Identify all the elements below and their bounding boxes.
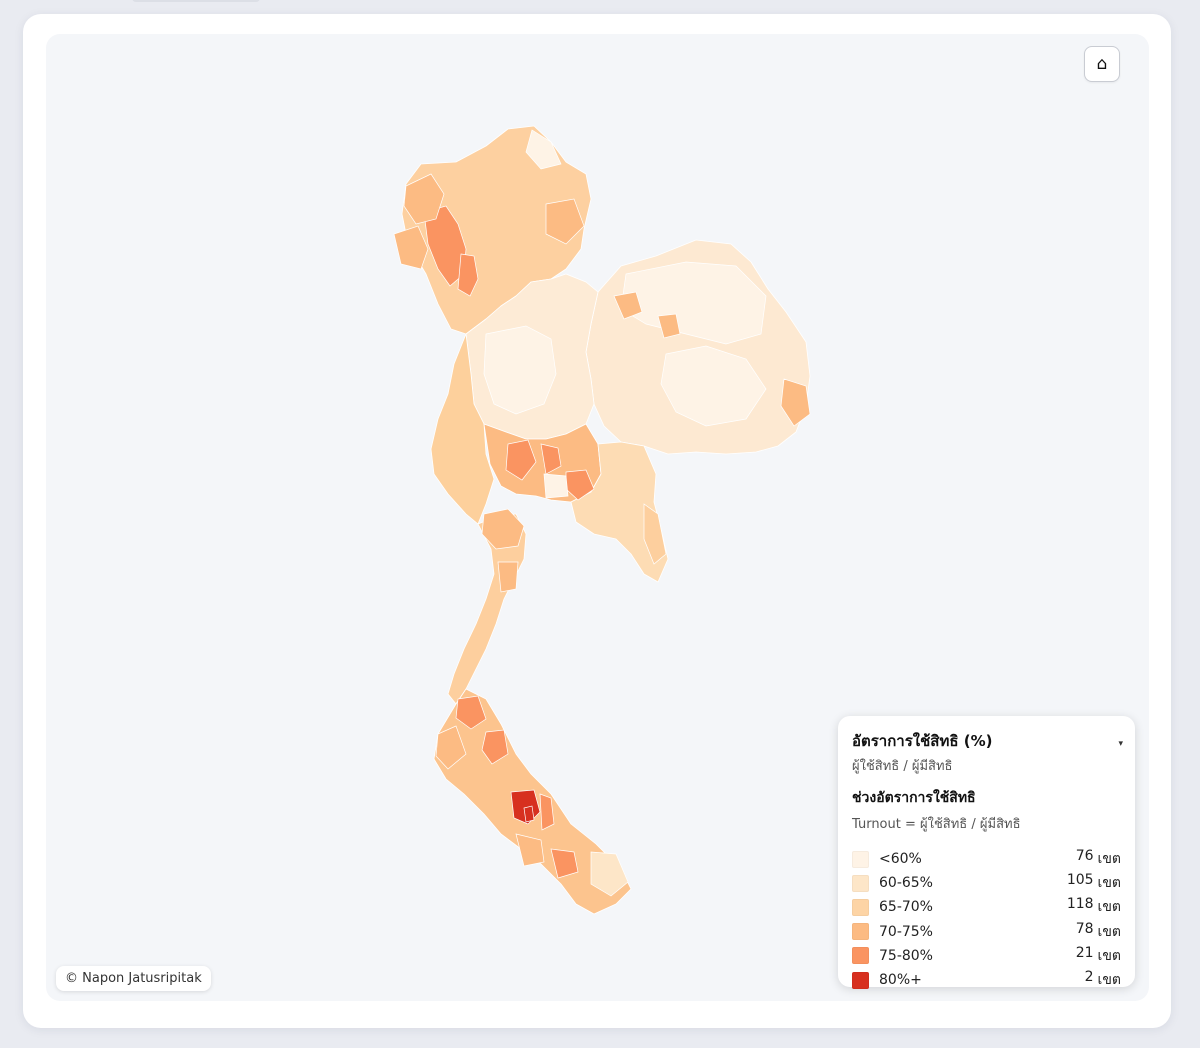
constituency-patch[interactable] bbox=[481, 729, 509, 765]
collapse-toggle-icon[interactable]: ▾ bbox=[1118, 739, 1123, 749]
legend-section-title: ช่วงอัตราการใช้สิทธิ bbox=[852, 790, 976, 806]
constituency-patch[interactable] bbox=[505, 439, 537, 481]
constituency-patch[interactable] bbox=[550, 848, 579, 879]
constituency-patch[interactable] bbox=[657, 313, 681, 339]
legend-row: 75-80% 21 เขต bbox=[852, 944, 1121, 968]
constituency-patch[interactable] bbox=[515, 833, 545, 867]
legend-swatch bbox=[852, 898, 869, 916]
top-tab-indicator bbox=[132, 0, 260, 2]
map-card: ⌂ © Napon Jatusripitak bbox=[23, 14, 1171, 1028]
legend-unit: เขต bbox=[1097, 851, 1121, 868]
turnout-legend: อัตราการใช้สิทธิ (%) ผู้ใช้สิทธิ / ผู้มี… bbox=[838, 716, 1135, 989]
constituency-patch[interactable] bbox=[481, 508, 525, 550]
legend-title: อัตราการใช้สิทธิ (%) bbox=[852, 732, 993, 750]
legend-bin-label: 65-70% bbox=[879, 899, 933, 916]
constituency-patch[interactable] bbox=[539, 793, 555, 831]
legend-unit: เขต bbox=[1097, 875, 1121, 892]
constituency-patch[interactable] bbox=[393, 225, 429, 270]
legend-bin-label: 75-80% bbox=[879, 947, 933, 964]
constituency-patch[interactable] bbox=[643, 503, 667, 565]
constituency-patch[interactable] bbox=[525, 129, 562, 170]
legend-bin-label: 80%+ bbox=[879, 972, 922, 989]
legend-header[interactable]: อัตราการใช้สิทธิ (%) ผู้ใช้สิทธิ / ผู้มี… bbox=[852, 729, 1123, 776]
constituency-patch[interactable] bbox=[590, 851, 629, 897]
legend-swatch bbox=[852, 850, 869, 868]
legend-row: <60% 76 เขต bbox=[852, 847, 1121, 871]
legend-unit: เขต bbox=[1097, 923, 1121, 940]
legend-swatch bbox=[852, 971, 869, 989]
constituency-patch[interactable] bbox=[455, 695, 487, 730]
legend-rows: <60% 76 เขต 60-65% 105 เขต 65-70% 118 เขต 7… bbox=[852, 847, 1121, 992]
thailand-constituency-map[interactable] bbox=[46, 34, 1149, 1001]
legend-subtitle: ผู้ใช้สิทธิ / ผู้มีสิทธิ bbox=[852, 759, 953, 774]
legend-bin-label: <60% bbox=[879, 851, 922, 868]
legend-bin-count: 21 bbox=[1075, 944, 1094, 961]
constituency-patch[interactable] bbox=[523, 805, 535, 823]
legend-bin-count: 78 bbox=[1075, 920, 1094, 937]
legend-row: 60-65% 105 เขต bbox=[852, 871, 1121, 895]
home-icon: ⌂ bbox=[1096, 54, 1108, 74]
legend-bin-label: 60-65% bbox=[879, 875, 933, 892]
constituency-patch[interactable] bbox=[435, 725, 467, 770]
legend-row: 70-75% 78 เขต bbox=[852, 920, 1121, 944]
constituency-patch[interactable] bbox=[780, 378, 811, 427]
region-west[interactable] bbox=[430, 333, 495, 525]
legend-swatch bbox=[852, 874, 869, 892]
legend-bin-count: 105 bbox=[1066, 872, 1094, 889]
constituency-patch[interactable] bbox=[403, 173, 445, 225]
constituency-patch[interactable] bbox=[613, 291, 643, 320]
legend-bin-count: 118 bbox=[1066, 896, 1094, 913]
region-east[interactable] bbox=[570, 441, 669, 583]
legend-bin-count: 76 bbox=[1075, 848, 1094, 865]
legend-unit: เขต bbox=[1097, 899, 1121, 916]
map-panel[interactable]: ⌂ © Napon Jatusripitak bbox=[46, 34, 1149, 1001]
constituency-patch[interactable] bbox=[620, 261, 767, 345]
constituency-patch[interactable] bbox=[540, 443, 562, 475]
legend-swatch bbox=[852, 923, 869, 941]
legend-row: 80%+ 2 เขต bbox=[852, 968, 1121, 992]
constituency-patch[interactable] bbox=[497, 561, 519, 593]
legend-bin-label: 70-75% bbox=[879, 923, 933, 940]
constituency-patch[interactable] bbox=[543, 473, 569, 499]
legend-unit: เขต bbox=[1097, 947, 1121, 964]
constituency-patch[interactable] bbox=[483, 325, 557, 415]
constituency-patch[interactable] bbox=[545, 198, 585, 245]
legend-swatch bbox=[852, 947, 869, 965]
legend-row: 65-70% 118 เขต bbox=[852, 895, 1121, 919]
constituency-patch[interactable] bbox=[660, 345, 767, 427]
home-button[interactable]: ⌂ bbox=[1084, 46, 1120, 82]
legend-formula: Turnout = ผู้ใช้สิทธิ / ผู้มีสิทธิ bbox=[852, 817, 1021, 832]
constituency-patch[interactable] bbox=[457, 253, 479, 297]
legend-bin-count: 2 bbox=[1084, 969, 1094, 986]
map-credit: © Napon Jatusripitak bbox=[56, 966, 211, 991]
region-upper-south[interactable] bbox=[447, 513, 527, 705]
legend-unit: เขต bbox=[1097, 972, 1121, 989]
